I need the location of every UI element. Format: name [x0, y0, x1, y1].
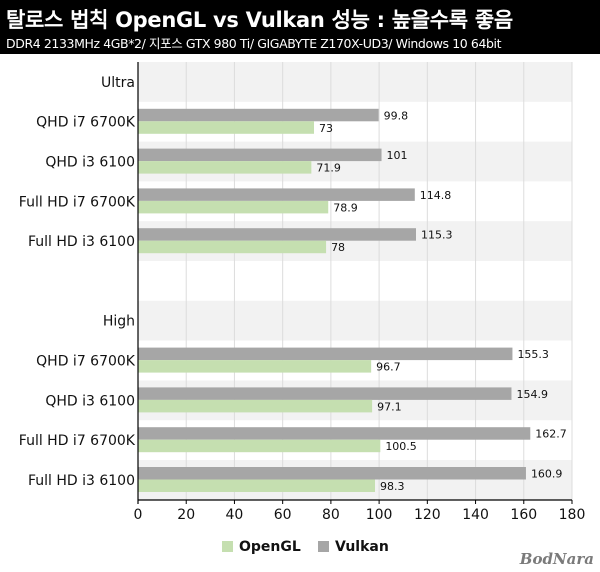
- opengl-bar: [138, 200, 329, 214]
- opengl-value-label: 98.3: [380, 480, 405, 493]
- x-tick-label: 180: [559, 507, 586, 523]
- x-tick-label: 160: [510, 507, 537, 523]
- bodnara-logo: BodNara: [519, 550, 594, 568]
- x-tick-label: 0: [134, 507, 143, 523]
- vulkan-value-label: 154.9: [516, 388, 548, 401]
- vulkan-bar: [138, 188, 415, 201]
- x-tick-label: 120: [414, 507, 441, 523]
- vulkan-value-label: 162.7: [535, 428, 567, 441]
- opengl-value-label: 78.9: [333, 201, 358, 214]
- x-tick-label: 100: [366, 507, 393, 523]
- x-tick-label: 80: [322, 507, 340, 523]
- chart-subtitle: DDR4 2133MHz 4GB*2/ 지포스 GTX 980 Ti/ GIGA…: [6, 36, 502, 51]
- opengl-value-label: 73: [319, 122, 333, 135]
- vulkan-value-label: 115.3: [421, 229, 453, 242]
- vulkan-bar: [138, 387, 512, 400]
- opengl-value-label: 71.9: [316, 162, 341, 175]
- vulkan-bar: [138, 228, 417, 241]
- vulkan-bar: [138, 427, 531, 440]
- opengl-bar: [138, 479, 376, 492]
- opengl-value-label: 78: [331, 241, 345, 254]
- row-band: [138, 300, 572, 341]
- opengl-bar: [138, 399, 373, 413]
- vulkan-bar: [138, 148, 382, 162]
- category-label: QHD i3 6100: [45, 393, 135, 409]
- x-tick-label: 140: [462, 507, 489, 523]
- opengl-value-label: 100.5: [385, 440, 417, 453]
- vulkan-bar: [138, 108, 379, 122]
- group-label-high: High: [103, 314, 135, 330]
- vulkan-value-label: 114.8: [420, 189, 452, 202]
- opengl-bar: [138, 121, 315, 134]
- category-label: QHD i3 6100: [45, 155, 135, 171]
- legend-label-opengl: OpenGL: [239, 539, 301, 555]
- opengl-bar: [138, 360, 372, 373]
- vulkan-bar: [138, 347, 513, 361]
- vulkan-value-label: 155.3: [517, 348, 549, 361]
- category-label: Full HD i7 6700K: [19, 194, 136, 210]
- opengl-bar: [138, 161, 312, 174]
- legend-swatch-opengl: [222, 541, 233, 552]
- category-label: Full HD i3 6100: [28, 473, 135, 489]
- legend-swatch-vulkan: [318, 541, 329, 552]
- legend-label-vulkan: Vulkan: [335, 539, 389, 555]
- category-label: QHD i7 6700K: [36, 354, 136, 370]
- vulkan-bar: [138, 467, 526, 480]
- x-tick-label: 40: [226, 507, 244, 523]
- opengl-bar: [138, 439, 381, 453]
- group-label-ultra: Ultra: [101, 75, 135, 91]
- opengl-value-label: 96.7: [376, 361, 401, 374]
- x-tick-label: 20: [177, 507, 195, 523]
- vulkan-value-label: 99.8: [384, 109, 409, 122]
- category-label: QHD i7 6700K: [36, 115, 136, 131]
- category-label: Full HD i3 6100: [28, 234, 135, 250]
- row-band: [138, 62, 572, 102]
- chart-title: 탈로스 법칙 OpenGL vs Vulkan 성능 : 높을수록 좋음: [6, 8, 513, 32]
- opengl-bar: [138, 240, 327, 254]
- title-bar: 탈로스 법칙 OpenGL vs Vulkan 성능 : 높을수록 좋음 DDR…: [0, 0, 600, 54]
- x-tick-label: 60: [274, 507, 292, 523]
- category-label: Full HD i7 6700K: [19, 433, 136, 449]
- opengl-value-label: 97.1: [377, 400, 402, 413]
- vulkan-value-label: 101: [387, 149, 408, 162]
- vulkan-value-label: 160.9: [531, 468, 563, 481]
